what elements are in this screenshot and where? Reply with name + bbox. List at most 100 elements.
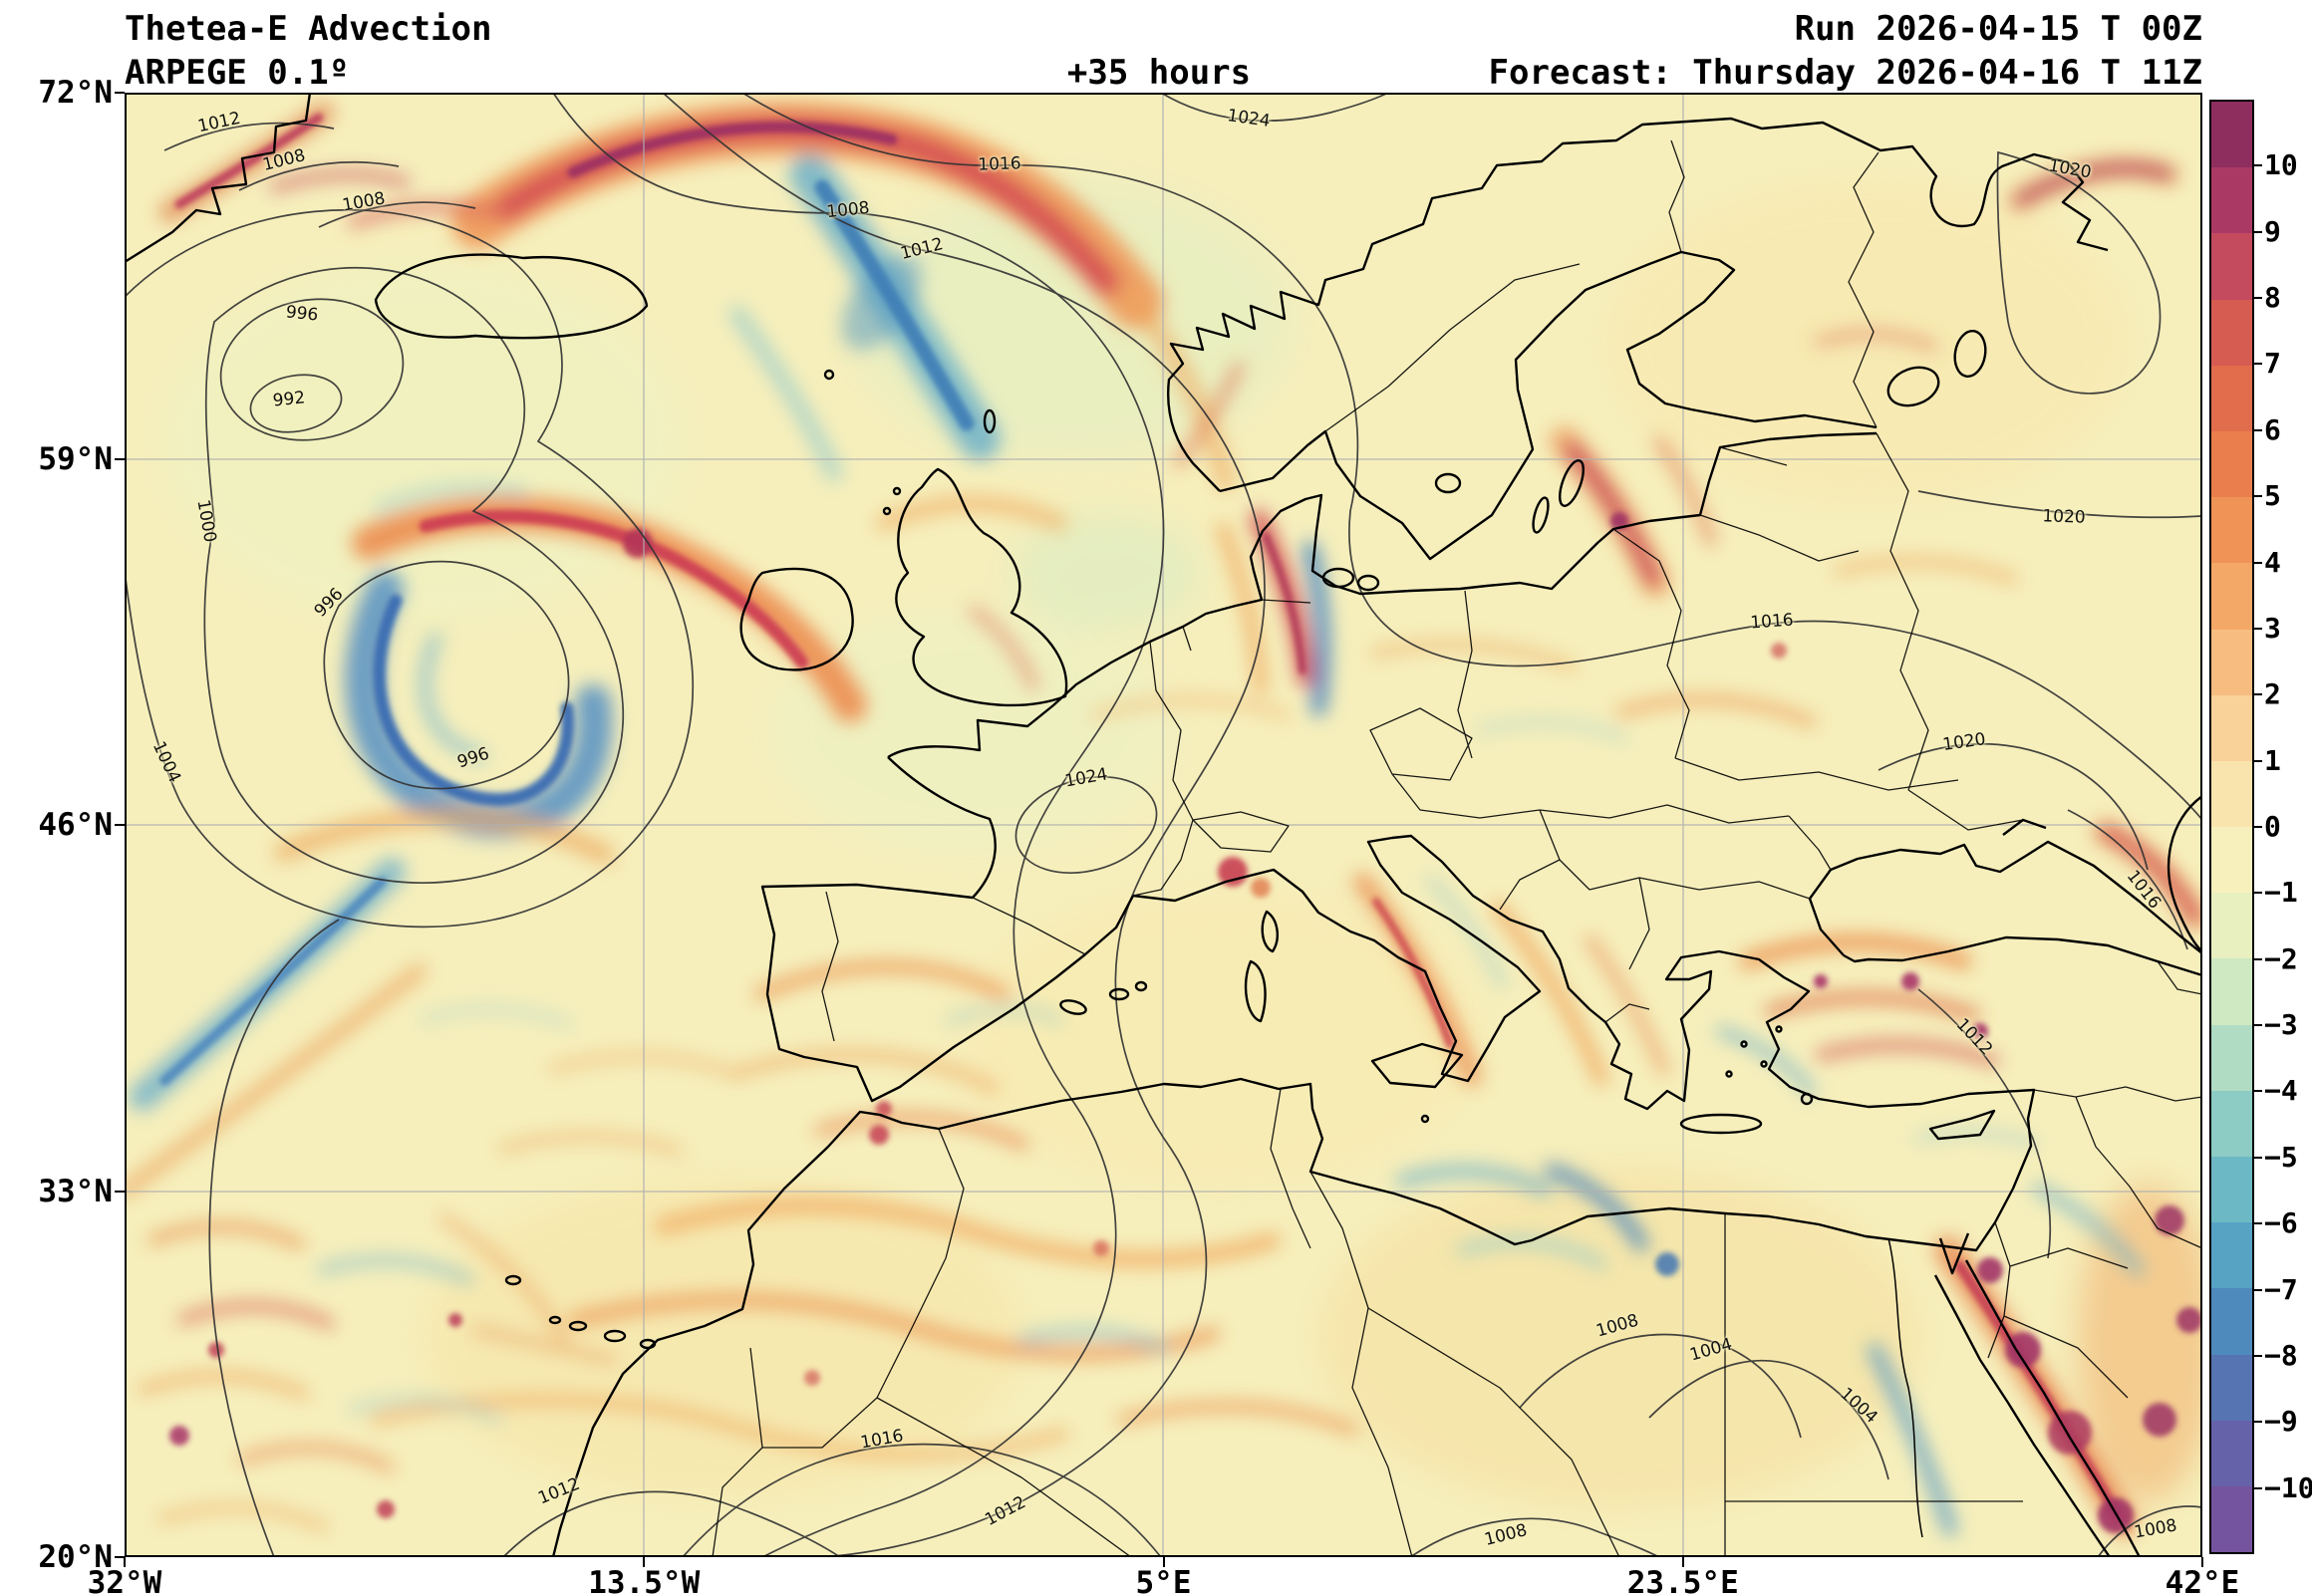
colorbar-tick-mark: [2254, 693, 2262, 696]
colorbar-segment: [2211, 233, 2252, 300]
colorbar-segment: [2211, 365, 2252, 431]
colorbar-tick-mark: [2254, 1156, 2262, 1159]
colorbar-segment: [2211, 1485, 2252, 1553]
x-tick-label: 42°E: [2165, 1565, 2240, 1596]
y-tick-mark: [115, 1190, 125, 1193]
y-tick-label: 33°N: [38, 1173, 113, 1209]
colorbar-tick-mark: [2254, 164, 2262, 167]
isobar-contours: [125, 93, 2202, 1557]
isobar-label: 1020: [2042, 506, 2086, 528]
x-tick-mark: [2201, 1557, 2203, 1567]
colorbar-tick-label: −9: [2264, 1405, 2298, 1439]
country-borders: [712, 139, 2202, 1557]
colorbar-segment: [2211, 167, 2252, 234]
y-tick-mark: [115, 1556, 125, 1558]
colorbar-tick-label: 10: [2264, 148, 2298, 182]
colorbar-tick-label: −5: [2264, 1140, 2298, 1174]
colorbar-tick-mark: [2254, 1486, 2262, 1489]
colorbar-tick-label: −8: [2264, 1338, 2298, 1372]
run-timestamp: Run 2026-04-15 T 00Z: [1794, 9, 2202, 49]
x-tick-label: 13.5°W: [588, 1565, 701, 1596]
x-tick-label: 32°W: [87, 1565, 162, 1596]
colorbar-segment: [2211, 1024, 2252, 1091]
colorbar-tick-mark: [2254, 428, 2262, 431]
colorbar-segment: [2211, 1222, 2252, 1289]
colorbar-tick-mark: [2254, 1090, 2262, 1093]
colorbar-tick-mark: [2254, 561, 2262, 564]
colorbar-tick-mark: [2254, 363, 2262, 366]
isobar-label: 992: [271, 388, 307, 411]
x-tick-mark: [1681, 1557, 1684, 1567]
colorbar-tick-mark: [2254, 892, 2262, 895]
colorbar-tick-label: 7: [2264, 347, 2281, 381]
colorbar-tick-mark: [2254, 957, 2262, 960]
colorbar-tick-mark: [2254, 495, 2262, 498]
colorbar-tick-label: 0: [2264, 810, 2281, 843]
colorbar-tick-mark: [2254, 1222, 2262, 1225]
colorbar-tick-label: 4: [2264, 545, 2281, 579]
isobar-label: 1016: [1749, 610, 1795, 634]
chart-title: Thetea-E Advection: [125, 9, 492, 49]
x-tick-mark: [124, 1557, 126, 1567]
map-canvas: [125, 93, 2202, 1557]
colorbar-tick-label: −7: [2264, 1272, 2298, 1306]
colorbar-tick-label: −3: [2264, 1008, 2298, 1042]
colorbar-tick-label: 6: [2264, 412, 2281, 446]
colorbar-segment: [2211, 1354, 2252, 1421]
colorbar-tick-mark: [2254, 1421, 2262, 1424]
y-tick-mark: [115, 92, 125, 94]
colorbar-segment: [2211, 1157, 2252, 1223]
colorbar-segment: [2211, 102, 2252, 168]
y-tick-label: 59°N: [38, 440, 113, 477]
colorbar-tick-mark: [2254, 1288, 2262, 1291]
colorbar: [2209, 100, 2254, 1554]
colorbar-segment: [2211, 1288, 2252, 1355]
colorbar-segment: [2211, 760, 2252, 828]
colorbar-segment: [2211, 694, 2252, 761]
colorbar-tick-label: 9: [2264, 214, 2281, 248]
colorbar-tick-mark: [2254, 230, 2262, 233]
colorbar-tick-label: −10: [2264, 1470, 2312, 1504]
colorbar-tick-mark: [2254, 297, 2262, 300]
colorbar-segment: [2211, 629, 2252, 695]
model-label: ARPEGE 0.1º: [125, 53, 350, 93]
colorbar-tick-label: −4: [2264, 1074, 2298, 1108]
colorbar-tick-label: −2: [2264, 941, 2298, 975]
graticule: [125, 93, 2202, 1557]
colorbar-tick-label: 5: [2264, 479, 2281, 513]
colorbar-tick-mark: [2254, 627, 2262, 630]
y-tick-label: 46°N: [38, 807, 113, 843]
colorbar-tick-label: −1: [2264, 876, 2298, 910]
lead-time-label: +35 hours: [1066, 53, 1252, 93]
x-tick-label: 5°E: [1135, 1565, 1192, 1596]
colorbar-tick-mark: [2254, 1024, 2262, 1027]
colorbar-tick-label: 1: [2264, 743, 2281, 777]
isobar-label: 996: [284, 302, 320, 326]
colorbar-segment: [2211, 958, 2252, 1025]
colorbar-segment: [2211, 827, 2252, 894]
colorbar-segment: [2211, 299, 2252, 366]
colorbar-segment: [2211, 563, 2252, 630]
colorbar-segment: [2211, 893, 2252, 959]
y-tick-mark: [115, 824, 125, 826]
x-tick-label: 23.5°E: [1626, 1565, 1739, 1596]
colorbar-tick-label: 8: [2264, 281, 2281, 315]
colorbar-tick-mark: [2254, 1354, 2262, 1357]
colorbar-segment: [2211, 430, 2252, 498]
x-tick-mark: [643, 1557, 646, 1567]
colorbar-segment: [2211, 1420, 2252, 1486]
map-plot-area: [125, 93, 2202, 1557]
colorbar-segment: [2211, 497, 2252, 564]
isobar-label: 1016: [978, 153, 1021, 175]
colorbar-tick-mark: [2254, 826, 2262, 828]
y-tick-mark: [115, 457, 125, 460]
colorbar-tick-label: 2: [2264, 677, 2281, 711]
coastlines: [125, 93, 2202, 1557]
colorbar-segment: [2211, 1090, 2252, 1157]
colorbar-tick-mark: [2254, 759, 2262, 762]
colorbar-tick-label: −6: [2264, 1206, 2298, 1240]
x-tick-mark: [1162, 1557, 1165, 1567]
colorbar-tick-label: 3: [2264, 611, 2281, 645]
forecast-timestamp: Forecast: Thursday 2026-04-16 T 11Z: [1488, 53, 2202, 93]
